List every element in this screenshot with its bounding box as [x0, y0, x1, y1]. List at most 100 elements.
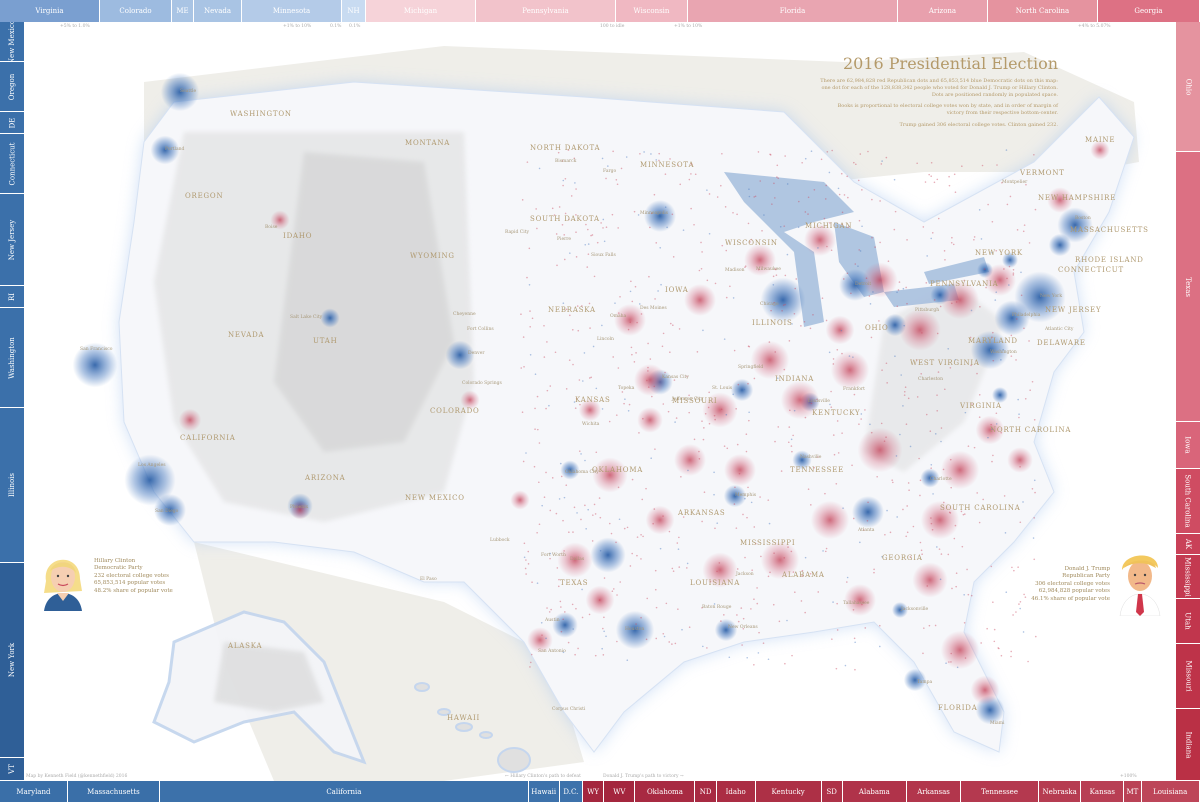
vote-dot: [708, 232, 711, 235]
city-label: Seattle: [180, 88, 196, 94]
vote-dot: [549, 557, 551, 560]
vote-dot: [565, 388, 568, 390]
vote-dot: [825, 319, 828, 322]
vote-dot: [702, 329, 704, 332]
vote-dot: [893, 178, 896, 181]
vote-dot: [703, 491, 706, 494]
vote-dot: [810, 150, 813, 153]
republican-dot-cluster: [1090, 140, 1110, 160]
vote-dot: [750, 238, 753, 241]
vote-dot: [623, 402, 625, 405]
vote-dot: [994, 299, 997, 301]
vote-dot: [598, 497, 601, 499]
vote-dot: [804, 157, 807, 160]
vote-dot: [748, 345, 751, 348]
vote-dot: [732, 393, 734, 396]
vote-dot: [541, 504, 543, 507]
vote-dot: [732, 297, 735, 299]
vote-dot: [756, 602, 759, 605]
vote-dot: [655, 606, 658, 609]
vote-dot: [572, 363, 574, 366]
vote-dot: [853, 161, 855, 164]
vote-dot: [842, 507, 844, 509]
vote-dot: [908, 489, 910, 492]
vote-dot: [671, 213, 674, 216]
vote-dot: [567, 641, 570, 644]
state-seg-mississippi: Mississippi: [1176, 554, 1200, 600]
vote-dot: [671, 643, 673, 645]
vote-dot: [952, 243, 955, 246]
vote-dot: [947, 347, 950, 350]
vote-dot: [735, 407, 737, 410]
city-label: St. Louis: [712, 385, 733, 391]
vote-dot: [830, 390, 832, 393]
vote-dot: [530, 653, 533, 656]
democratic-dot-cluster: [615, 610, 655, 650]
vote-dot: [754, 195, 757, 198]
vote-dot: [810, 402, 813, 405]
vote-dot: [654, 569, 657, 572]
vote-dot: [871, 198, 873, 201]
vote-dot: [953, 537, 956, 540]
vote-dot: [633, 361, 636, 363]
vote-dot: [737, 383, 740, 386]
vote-dot: [591, 540, 594, 542]
vote-dot: [981, 164, 984, 167]
vote-dot: [804, 556, 807, 559]
vote-dot: [995, 249, 998, 252]
democratic-dot-cluster: [792, 450, 812, 470]
vote-dot: [600, 222, 602, 224]
vote-dot: [557, 151, 560, 154]
vote-dot: [1018, 603, 1020, 605]
vote-dot: [995, 412, 998, 415]
vote-dot: [550, 608, 552, 611]
vote-dot: [855, 163, 857, 166]
republican-dot-cluster: [645, 505, 675, 535]
vote-dot: [663, 635, 666, 638]
vote-dot: [1022, 631, 1025, 633]
republican-dot-cluster: [614, 304, 646, 336]
state-label: IOWA: [665, 286, 689, 294]
vote-dot: [664, 173, 667, 175]
vote-dot: [813, 188, 816, 191]
vote-dot: [807, 196, 810, 199]
vote-dot: [608, 420, 611, 423]
vote-dot: [743, 388, 746, 391]
vote-dot: [807, 213, 809, 215]
vote-dot: [774, 197, 776, 199]
state-seg-label: Illinois: [8, 472, 17, 498]
vote-dot: [614, 302, 616, 304]
clinton-votes: 65,853,514 popular votes: [94, 580, 166, 587]
vote-dot: [672, 256, 675, 258]
city-label: Denver: [468, 350, 485, 356]
vote-dot: [748, 195, 751, 198]
vote-dot: [733, 503, 736, 505]
vote-dot: [847, 196, 849, 199]
vote-dot: [707, 406, 710, 409]
vote-dot: [526, 161, 529, 163]
state-seg-label: Oregon: [8, 73, 16, 100]
vote-dot: [867, 501, 869, 504]
vote-dot: [587, 253, 590, 255]
vote-dot: [742, 513, 744, 516]
vote-dot: [896, 291, 898, 294]
republican-dot-cluster: [557, 542, 593, 578]
vote-dot: [775, 268, 777, 271]
vote-dot: [930, 161, 933, 164]
vote-dot: [580, 453, 582, 455]
republican-dot-cluster: [634, 364, 666, 396]
vote-dot: [623, 527, 626, 530]
bar-note: Donald J. Trump's path to victory →: [603, 774, 684, 779]
vote-dot: [1003, 268, 1005, 270]
vote-dot: [955, 585, 957, 588]
vote-dot: [841, 432, 843, 434]
state-label: WYOMING: [410, 252, 455, 260]
state-label: TEXAS: [560, 579, 588, 587]
vote-dot: [783, 368, 786, 371]
vote-dot: [605, 635, 607, 638]
vote-dot: [649, 358, 652, 360]
vote-dot: [1015, 611, 1017, 613]
vote-dot: [575, 397, 578, 400]
vote-dot: [857, 265, 859, 267]
city-label: Tampa: [917, 679, 932, 685]
